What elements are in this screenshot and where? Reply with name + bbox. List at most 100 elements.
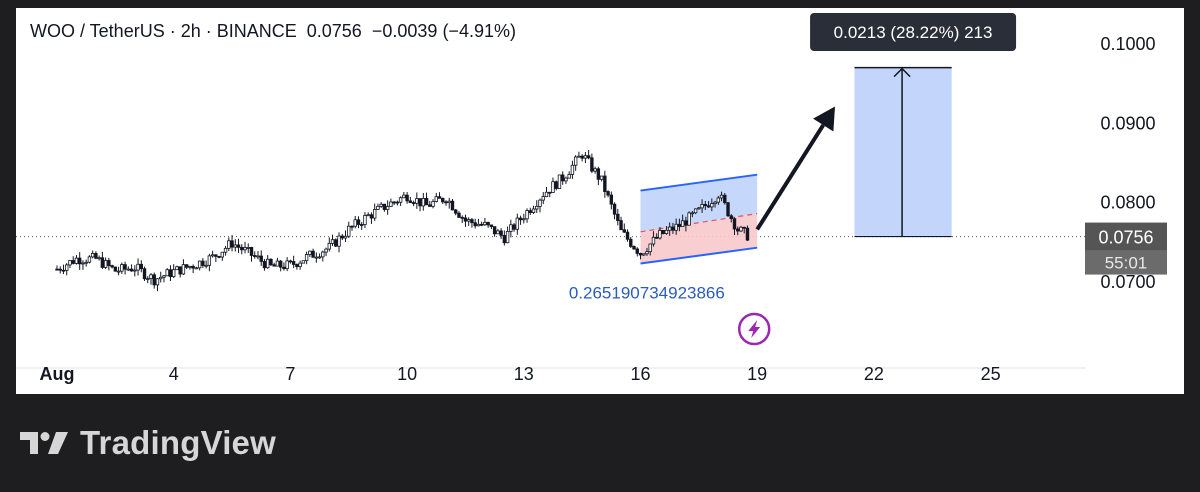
candle-body-63	[259, 255, 263, 262]
candle-body-185	[655, 236, 659, 239]
candle-body-136	[496, 230, 500, 235]
candle-body-189	[667, 226, 672, 231]
candle-body-22	[126, 268, 131, 271]
y-tick-label: 0.1000	[1100, 34, 1155, 54]
candle-body-29	[149, 274, 153, 280]
target-box	[854, 67, 952, 237]
candle-body-180	[638, 252, 643, 256]
x-tick-label: Aug	[40, 364, 75, 384]
candle-body-12	[94, 252, 98, 259]
candle-body-112	[418, 198, 422, 207]
candle-body-81	[317, 256, 322, 259]
candle-body-10	[87, 256, 92, 263]
candle-body-69	[278, 260, 283, 268]
candle-body-7	[77, 257, 82, 265]
candle-body-43	[194, 267, 199, 270]
candle-body-131	[479, 223, 484, 226]
candle-body-208	[729, 215, 733, 220]
candle-body-148	[535, 205, 539, 210]
candle-body-204	[716, 197, 720, 203]
candle-body-129	[473, 222, 477, 227]
tradingview-logo: TradingView	[20, 424, 276, 462]
candle-body-98	[372, 209, 377, 219]
candle-body-211	[739, 226, 743, 232]
candle-body-184	[651, 236, 656, 245]
candle-body-53	[227, 240, 231, 249]
candle-body-176	[625, 231, 630, 240]
candle-body-182	[645, 251, 649, 255]
candle-body-169	[603, 175, 607, 192]
price-badge-value: 0.0756	[1098, 228, 1153, 248]
candle-body-101	[382, 203, 387, 210]
candle-body-109	[408, 200, 413, 203]
candle-body-85	[330, 239, 335, 244]
candle-body-89	[343, 235, 348, 239]
candle-body-95	[363, 215, 367, 226]
candle-body-59	[246, 246, 250, 249]
candle-body-152	[548, 191, 552, 194]
candle-body-13	[97, 257, 101, 260]
chart-panel[interactable]: 0.265190734923866 0.0213 (28.22%) 213 0.…	[16, 8, 1184, 394]
candle-body-58	[243, 247, 247, 251]
candle-body-41	[188, 265, 192, 268]
candle-body-183	[648, 243, 652, 253]
candle-body-78	[308, 250, 312, 255]
candle-body-132	[483, 221, 487, 226]
x-tick-label: 7	[285, 364, 295, 384]
candle-body-115	[428, 204, 432, 207]
candle-body-0	[55, 268, 59, 271]
candle-body-79	[311, 250, 315, 258]
candle-body-157	[564, 177, 568, 182]
candle-body-122	[450, 200, 455, 211]
candle-body-64	[262, 260, 267, 269]
candle-body-56	[236, 244, 241, 248]
candle-body-66	[269, 258, 273, 266]
candle-body-202	[710, 203, 714, 208]
candle-body-141	[512, 224, 516, 230]
candle-body-150	[541, 196, 545, 201]
candle-body-86	[334, 239, 338, 247]
candle-body-73	[291, 261, 296, 265]
candle-body-21	[123, 264, 127, 270]
candle-body-117	[434, 196, 438, 202]
candle-body-24	[133, 269, 137, 272]
candle-body-119	[441, 197, 445, 203]
candle-body-173	[616, 213, 620, 221]
candle-body-206	[723, 194, 727, 204]
candle-body-65	[266, 258, 270, 269]
candle-body-94	[360, 224, 364, 226]
flash-icon	[737, 312, 771, 346]
candle-body-1	[58, 268, 62, 271]
candle-body-170	[606, 191, 610, 196]
candle-body-97	[369, 214, 374, 219]
candle-body-201	[706, 205, 711, 208]
candle-body-23	[129, 268, 134, 272]
y-tick-label: 0.0800	[1100, 193, 1155, 213]
candle-body-198	[697, 207, 701, 210]
candle-body-177	[629, 238, 633, 247]
price-badge	[1085, 222, 1167, 251]
candle-body-87	[337, 235, 341, 247]
candle-body-26	[139, 263, 143, 270]
candle-body-113	[421, 198, 426, 207]
candle-body-209	[732, 218, 737, 230]
price-chart[interactable]: 0.265190734923866 0.0213 (28.22%) 213 0.…	[16, 8, 1184, 394]
candle-body-72	[288, 260, 293, 263]
candle-body-19	[116, 270, 121, 273]
candle-body-200	[703, 204, 708, 207]
x-tick-label: 10	[397, 364, 417, 384]
candle-body-96	[366, 214, 370, 217]
candle-body-14	[100, 257, 105, 268]
candle-body-133	[486, 221, 490, 226]
channel-lower-line	[640, 246, 758, 265]
price-change: −0.0039	[371, 21, 438, 41]
candle-body-174	[619, 220, 623, 231]
last-price: 0.0756	[306, 21, 362, 41]
candle-body-9	[84, 261, 88, 264]
candle-body-62	[256, 255, 260, 258]
candle-body-16	[107, 260, 111, 266]
candle-body-44	[197, 260, 202, 269]
candle-body-48	[210, 254, 215, 257]
candle-body-103	[389, 201, 393, 207]
candle-body-193	[680, 220, 685, 228]
